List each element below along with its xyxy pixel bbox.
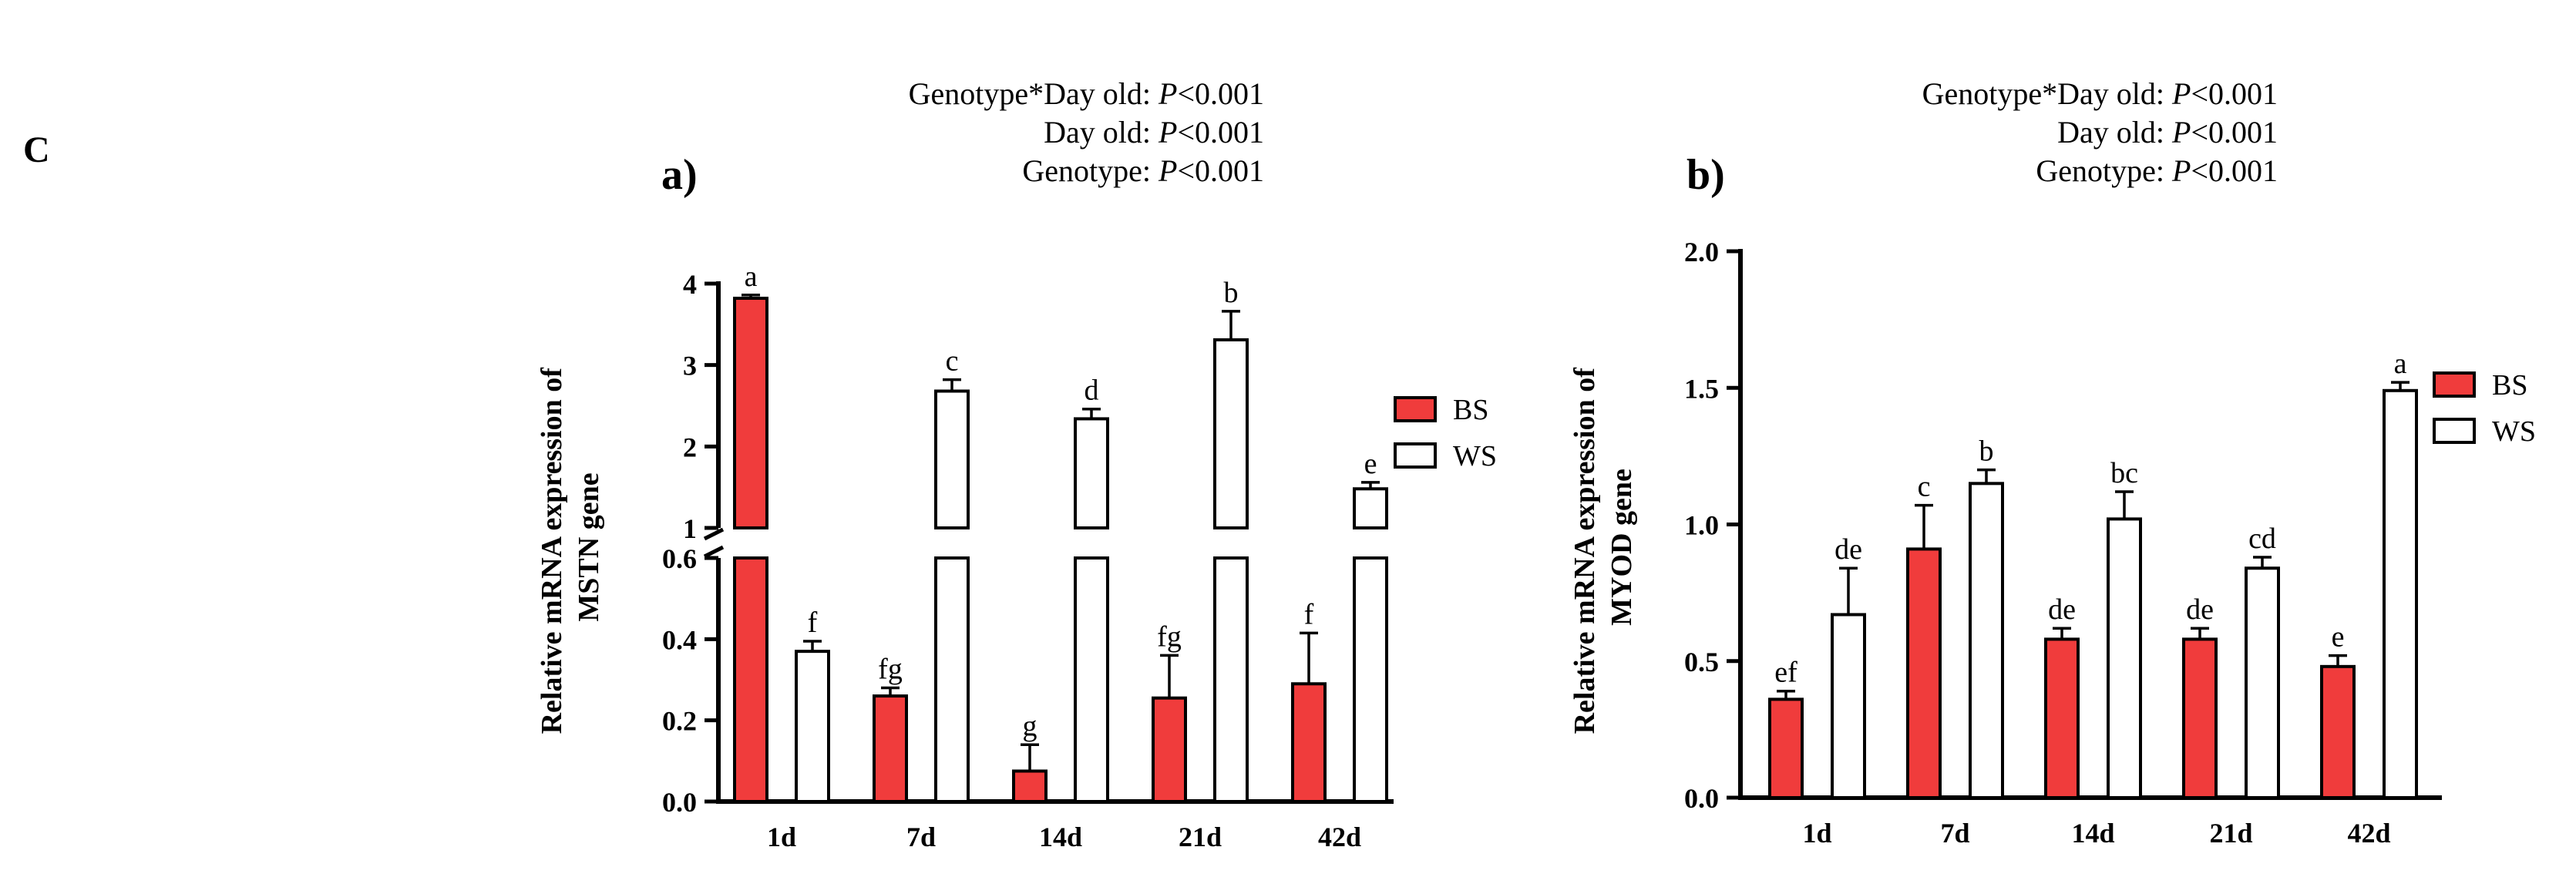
x-tick-label: 21d (2209, 818, 2252, 849)
bar-bs-1d (733, 297, 768, 529)
legend-label-ws: WS (2492, 415, 2536, 448)
x-tick-label: 42d (2347, 818, 2390, 849)
x-tick-label: 14d (1039, 822, 1082, 852)
axis-break-mark (703, 527, 725, 541)
bar-bs-21d (1152, 696, 1187, 804)
significance-letter: fg (878, 654, 903, 686)
significance-letter: d (1085, 375, 1099, 407)
bar-ws-14d (1074, 417, 1109, 530)
bar-bs-1d (733, 556, 768, 803)
x-tick-label: 7d (1940, 818, 1969, 849)
significance-letter: de (1834, 533, 1862, 566)
panel-label: C (23, 129, 50, 170)
y-tick-label: 3 (683, 351, 697, 381)
y-tick-label: 2.0 (1684, 237, 1719, 267)
x-tick-label: 42d (1318, 822, 1361, 852)
bar-ws-1d (1831, 613, 1866, 799)
stats-block-b: Genotype*Day old: P<0.001 Day old: P<0.0… (1922, 76, 2278, 188)
bar-bs-7d (1906, 547, 1942, 800)
significance-letter: b (1224, 277, 1239, 309)
axis-break-mark (703, 545, 725, 559)
y-tick-label: 0.2 (662, 706, 697, 737)
stat-line: Day old: P<0.001 (2057, 115, 2278, 150)
chart-a-mstn: a) Genotype*Day old: P<0.001 Day old: P<… (536, 76, 1497, 852)
legend-label-bs: BS (1453, 394, 1488, 426)
panel-a-label: a) (661, 151, 698, 199)
stat-line: Genotype: P<0.001 (1022, 153, 1264, 188)
y-axis-label-a-line1: Relative mRNA expression of (536, 367, 568, 734)
chart-b-myod: b) Genotype*Day old: P<0.001 Day old: P<… (1569, 76, 2536, 849)
bar-ws-42d (1353, 487, 1388, 530)
bar-ws-42d (1353, 556, 1388, 803)
panel-b-label: b) (1687, 151, 1725, 199)
legend-swatch-bs (2433, 371, 2476, 398)
bar-ws-21d (2245, 566, 2280, 799)
legend-swatch-ws (2433, 418, 2476, 444)
stats-block-a: Genotype*Day old: P<0.001 Day old: P<0.0… (909, 76, 1264, 188)
y-tick-label: 0.0 (1684, 783, 1719, 814)
bar-bs-1d (1768, 697, 1804, 800)
x-tick-label: 7d (906, 822, 936, 852)
y-tick-label: 1 (683, 513, 697, 544)
bar-ws-14d (2107, 517, 2142, 799)
bar-bs-14d (2044, 637, 2080, 800)
y-tick-label: 0.5 (1684, 647, 1719, 677)
y-tick-label: 1.0 (1684, 510, 1719, 541)
bar-ws-21d (1213, 338, 1249, 529)
x-tick-label: 21d (1179, 822, 1222, 852)
y-axis-label-a: Relative mRNA expression of MSTN gene (536, 361, 605, 734)
legend-label-ws: WS (1453, 440, 1497, 472)
stat-line: Genotype*Day old: P<0.001 (909, 76, 1264, 111)
stat-line: Day old: P<0.001 (1044, 115, 1264, 150)
bar-ws-7d (934, 556, 970, 803)
bar-ws-42d (2383, 388, 2418, 800)
y-tick-label: 0.6 (662, 543, 697, 574)
bar-ws-21d (1213, 556, 1249, 803)
bar-bs-14d (1012, 769, 1048, 803)
y-tick-label: 0.4 (662, 624, 697, 655)
y-tick-label: 0.0 (662, 787, 697, 818)
bar-ws-7d (1969, 482, 2004, 799)
significance-letter: cd (2248, 523, 2276, 555)
significance-letter: de (2048, 593, 2076, 626)
stat-line: Genotype: P<0.001 (2036, 153, 2278, 188)
y-tick-label: 1.5 (1684, 373, 1719, 404)
x-tick-label: 14d (2071, 818, 2114, 849)
x-tick-label: 1d (767, 822, 796, 852)
significance-letter: de (2186, 593, 2214, 626)
significance-letter: a (745, 260, 758, 293)
significance-letter: e (1364, 448, 1377, 480)
bar-bs-7d (873, 694, 908, 803)
stat-line: Genotype*Day old: P<0.001 (1922, 76, 2278, 111)
x-tick-label: 1d (1802, 818, 1831, 849)
significance-letter: f (1304, 598, 1314, 630)
y-axis-label-a-line2: MSTN gene (573, 472, 605, 621)
significance-letter: b (1979, 435, 1994, 468)
y-axis-label-b-line2: MYOD gene (1606, 469, 1638, 626)
bar-bs-42d (2320, 664, 2356, 800)
significance-letter: g (1023, 710, 1037, 742)
y-tick-label: 2 (683, 432, 697, 462)
significance-letter: bc (2110, 457, 2138, 489)
y-axis-label-b-line1: Relative mRNA expression of (1569, 367, 1601, 734)
significance-letter: ef (1774, 657, 1797, 689)
y-tick-label: 4 (683, 269, 697, 300)
legend-swatch-bs (1394, 396, 1437, 422)
significance-letter: c (946, 345, 959, 378)
bar-bs-21d (2182, 637, 2218, 800)
significance-letter: e (2332, 621, 2345, 654)
significance-letter: f (808, 607, 818, 639)
significance-letter: a (2394, 348, 2407, 380)
bar-ws-7d (934, 389, 970, 530)
axis-break-gap (695, 533, 1394, 553)
significance-letter: fg (1157, 620, 1182, 653)
legend-label-bs: BS (2492, 369, 2527, 402)
bar-bs-42d (1291, 682, 1327, 803)
significance-letter: c (1918, 471, 1931, 503)
y-axis-label-b: Relative mRNA expression of MYOD gene (1569, 361, 1638, 734)
bar-ws-1d (795, 650, 830, 804)
legend-swatch-ws (1394, 442, 1437, 469)
bar-ws-14d (1074, 556, 1109, 803)
